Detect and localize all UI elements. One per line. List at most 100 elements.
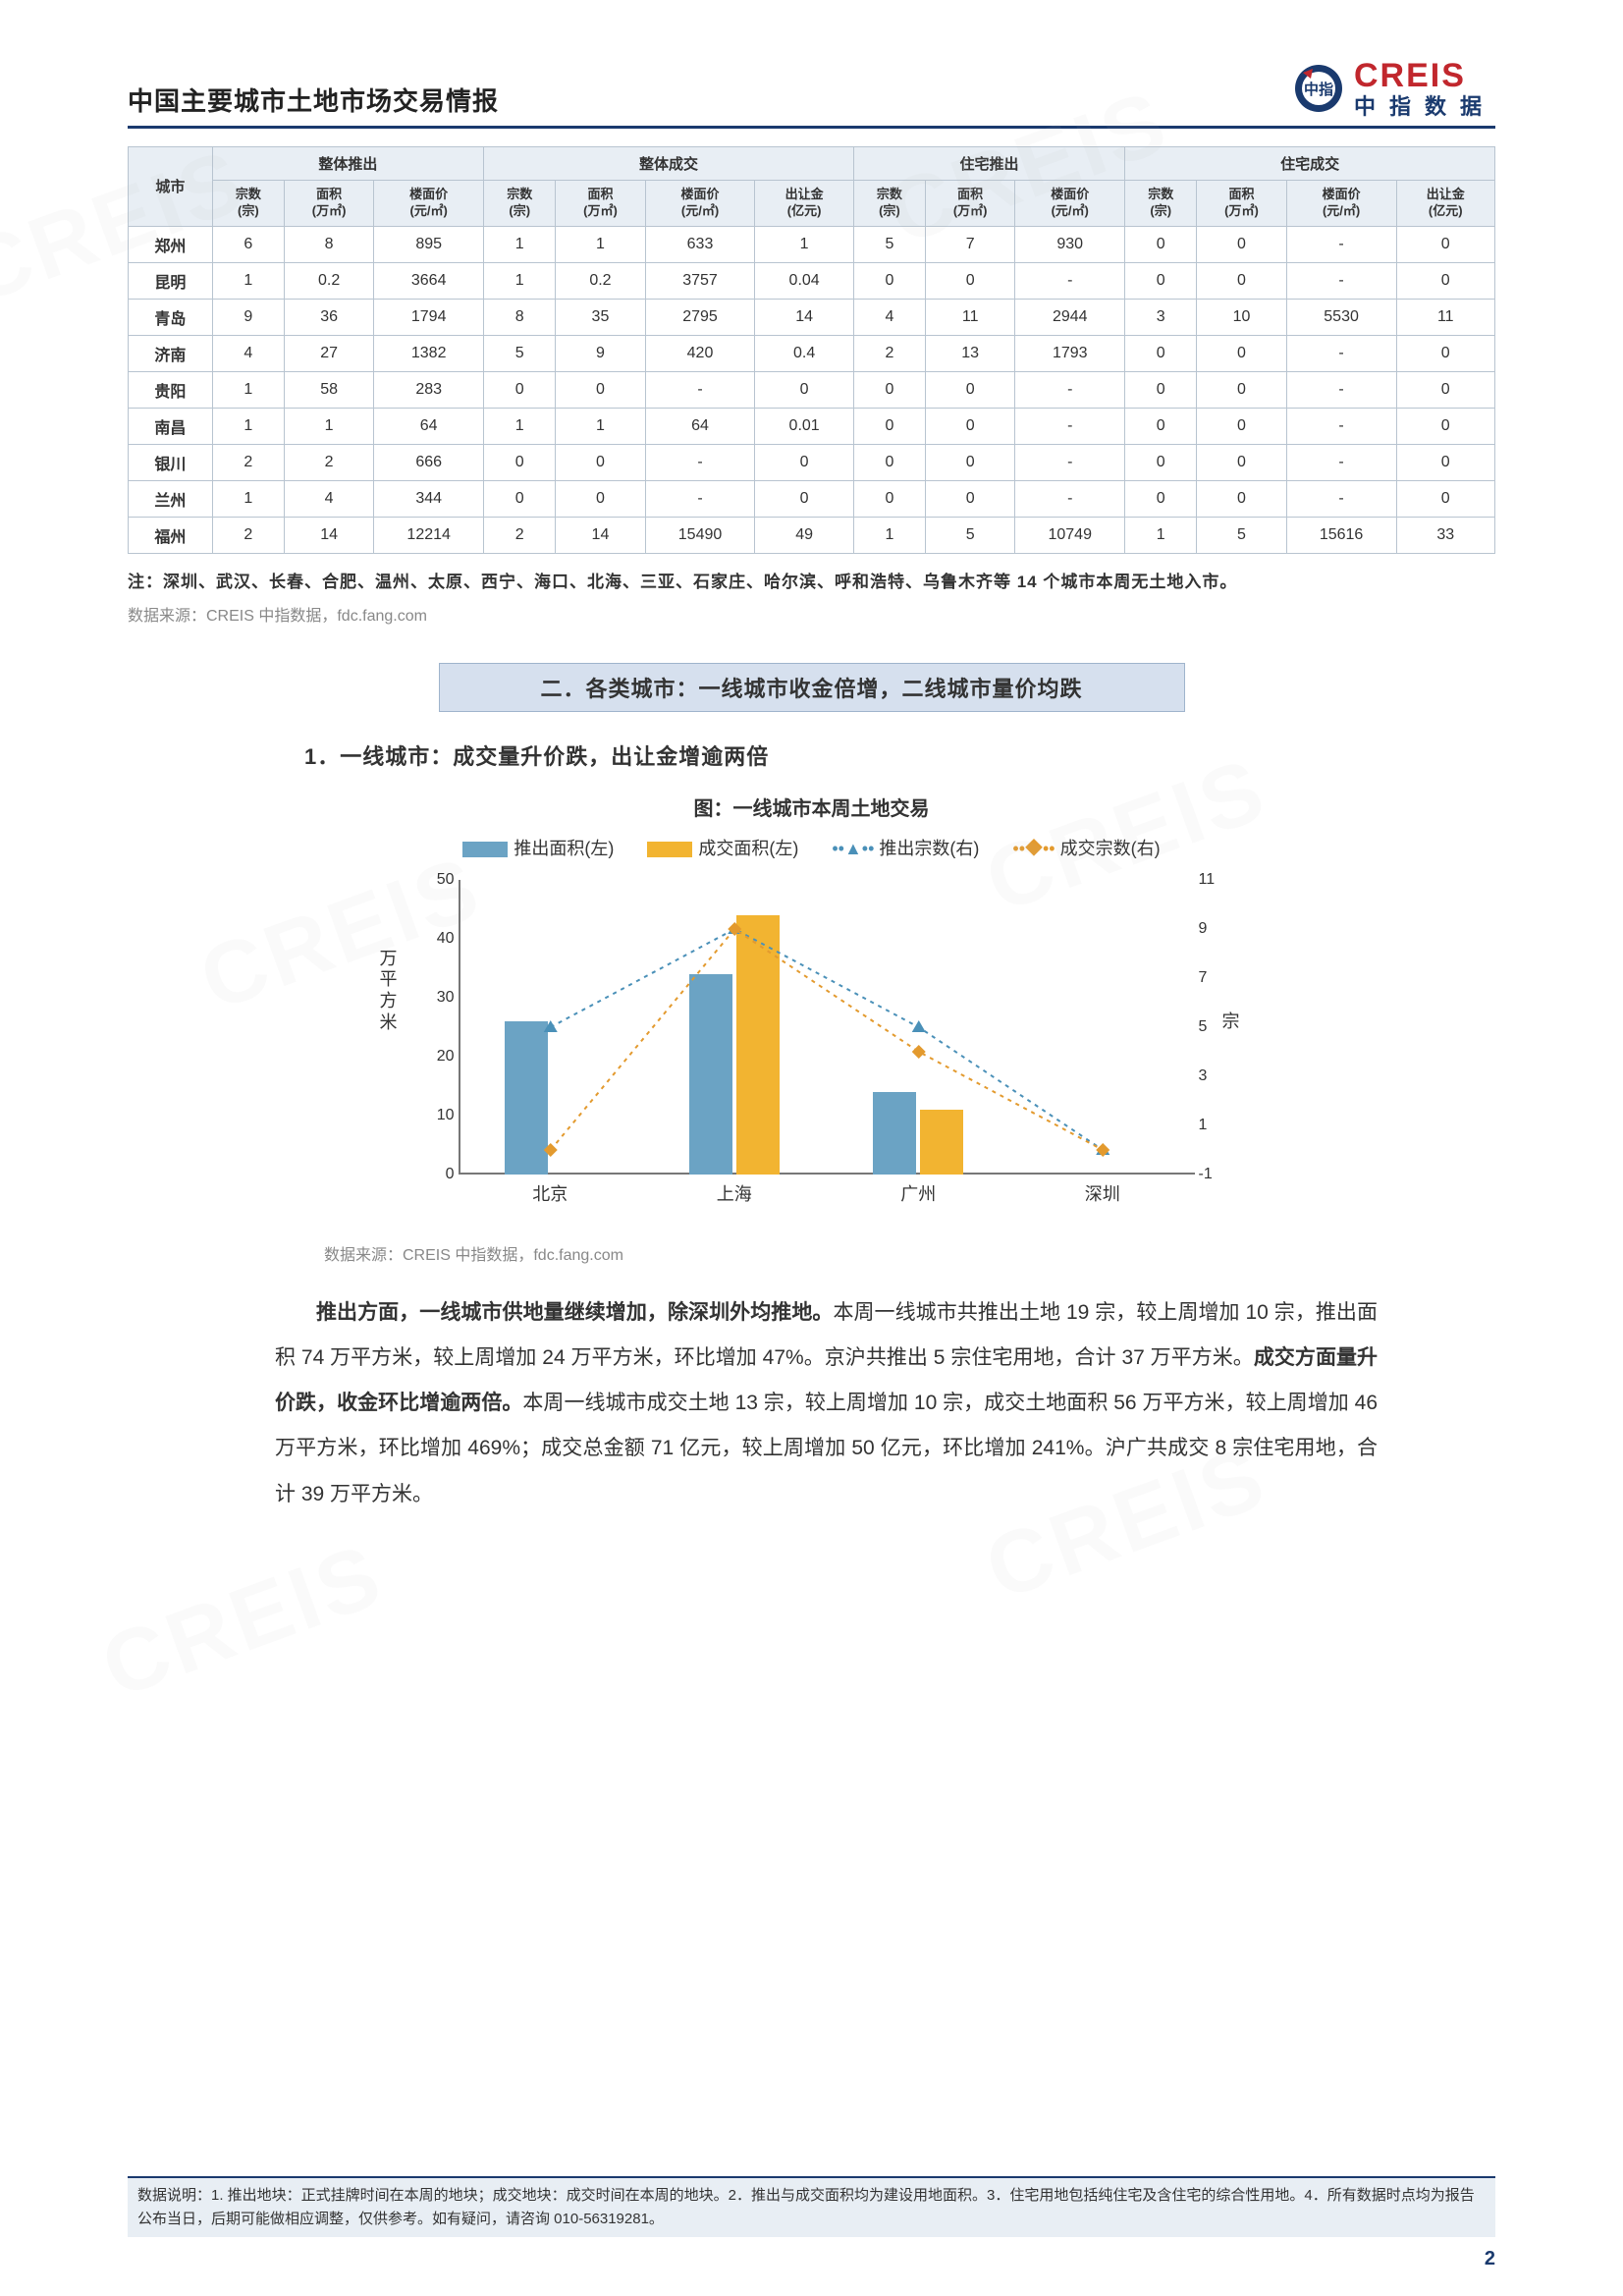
ytick-right: 3 — [1199, 1067, 1226, 1085]
ytick-left: 20 — [425, 1048, 455, 1066]
sub-header: 出让金(亿元) — [1396, 181, 1495, 227]
sub-header: 面积(万㎡) — [1197, 181, 1286, 227]
data-cell: 5 — [484, 335, 556, 371]
ytick-left: 30 — [425, 989, 455, 1007]
data-cell: 1382 — [374, 335, 484, 371]
data-cell: 5 — [926, 517, 1015, 553]
data-cell: 3 — [1125, 299, 1197, 335]
data-cell: 0 — [1396, 371, 1495, 408]
data-cell: 666 — [374, 444, 484, 480]
ytick-right: 1 — [1199, 1117, 1226, 1134]
data-cell: 58 — [284, 371, 373, 408]
data-cell: 0.01 — [755, 408, 853, 444]
data-cell: 0 — [556, 371, 645, 408]
data-cell: 0 — [853, 371, 925, 408]
data-cell: 895 — [374, 226, 484, 262]
page-number: 2 — [1485, 2248, 1495, 2270]
data-cell: 11 — [1396, 299, 1495, 335]
data-cell: 14 — [755, 299, 853, 335]
data-cell: 6 — [212, 226, 284, 262]
ytick-left: 50 — [425, 871, 455, 889]
sub-header: 宗数(宗) — [212, 181, 284, 227]
data-cell: 0 — [1125, 408, 1197, 444]
ytick-right: 7 — [1199, 969, 1226, 987]
data-cell: - — [645, 480, 755, 517]
chart-source: 数据来源：CREIS 中指数据，fdc.fang.com — [324, 1241, 1495, 1265]
data-cell: 0 — [853, 262, 925, 299]
table-row: 南昌116411640.0100-00-0 — [129, 408, 1495, 444]
data-cell: 8 — [484, 299, 556, 335]
city-cell: 银川 — [129, 444, 213, 480]
page-footer-note: 数据说明：1. 推出地块：正式挂牌时间在本周的地块；成交地块：成交时间在本周的地… — [128, 2176, 1495, 2237]
data-cell: 0 — [755, 480, 853, 517]
data-cell: 4 — [212, 335, 284, 371]
page-header: 中国主要城市土地市场交易情报 中指 CREIS 中指数据 — [128, 59, 1495, 129]
data-cell: 15490 — [645, 517, 755, 553]
data-cell: 2 — [484, 517, 556, 553]
data-cell: 0 — [1197, 262, 1286, 299]
group-header: 整体成交 — [484, 147, 854, 181]
sub-header: 楼面价(元/㎡) — [1286, 181, 1396, 227]
table-row: 福州2141221421415490491510749151561633 — [129, 517, 1495, 553]
data-cell: 0 — [1396, 480, 1495, 517]
data-cell: 1793 — [1015, 335, 1125, 371]
data-cell: 15616 — [1286, 517, 1396, 553]
data-cell: 9 — [556, 335, 645, 371]
data-cell: 283 — [374, 371, 484, 408]
data-cell: 0 — [926, 371, 1015, 408]
svg-text:中指: 中指 — [1304, 81, 1333, 98]
sub-header: 宗数(宗) — [484, 181, 556, 227]
data-cell: - — [1286, 480, 1396, 517]
data-cell: 2795 — [645, 299, 755, 335]
ytick-left: 40 — [425, 930, 455, 948]
data-cell: 0.2 — [284, 262, 373, 299]
table-row: 贵阳15828300-000-00-0 — [129, 371, 1495, 408]
data-cell: 2944 — [1015, 299, 1125, 335]
data-cell: 0 — [853, 444, 925, 480]
data-cell: 1 — [212, 371, 284, 408]
data-cell: 0 — [1396, 226, 1495, 262]
data-cell: 10749 — [1015, 517, 1125, 553]
table-row: 兰州1434400-000-00-0 — [129, 480, 1495, 517]
data-cell: 1 — [212, 408, 284, 444]
data-cell: 0 — [556, 480, 645, 517]
data-cell: 0 — [484, 371, 556, 408]
data-cell: 3664 — [374, 262, 484, 299]
ytick-right: 5 — [1199, 1018, 1226, 1036]
data-cell: 64 — [645, 408, 755, 444]
data-cell: 0 — [926, 408, 1015, 444]
chart-legend: 推出面积(左) 成交面积(左) ••▲•• 推出宗数(右) ••◆•• 成交宗数… — [360, 835, 1264, 860]
data-cell: 2 — [284, 444, 373, 480]
city-cell: 贵阳 — [129, 371, 213, 408]
data-cell: 14 — [284, 517, 373, 553]
document-title: 中国主要城市土地市场交易情报 — [128, 82, 499, 118]
table-source: 数据来源：CREIS 中指数据，fdc.fang.com — [128, 602, 1495, 626]
legend-item: 推出面积(左) — [462, 835, 614, 860]
logo: 中指 CREIS 中指数据 — [1293, 59, 1495, 118]
data-cell: 1 — [212, 262, 284, 299]
data-cell: 2 — [853, 335, 925, 371]
city-cell: 福州 — [129, 517, 213, 553]
table-row: 昆明10.2366410.237570.0400-00-0 — [129, 262, 1495, 299]
data-cell: 0 — [1197, 480, 1286, 517]
ytick-left: 10 — [425, 1107, 455, 1124]
data-cell: 1 — [556, 226, 645, 262]
data-cell: 4 — [853, 299, 925, 335]
data-cell: 0 — [1125, 226, 1197, 262]
data-cell: 5530 — [1286, 299, 1396, 335]
data-cell: - — [1286, 335, 1396, 371]
data-cell: 5 — [853, 226, 925, 262]
table-row: 银川2266600-000-00-0 — [129, 444, 1495, 480]
data-cell: 14 — [556, 517, 645, 553]
data-cell: 0 — [1396, 262, 1495, 299]
table-row: 济南4271382594200.4213179300-0 — [129, 335, 1495, 371]
data-cell: - — [1015, 371, 1125, 408]
data-cell: 27 — [284, 335, 373, 371]
data-cell: - — [645, 371, 755, 408]
sub-header: 面积(万㎡) — [556, 181, 645, 227]
logo-badge-icon: 中指 — [1293, 63, 1344, 114]
group-header: 整体推出 — [212, 147, 483, 181]
data-cell: 5 — [1197, 517, 1286, 553]
land-data-table: 城市 整体推出 整体成交 住宅推出 住宅成交 宗数(宗)面积(万㎡)楼面价(元/… — [128, 146, 1495, 554]
data-cell: 1 — [212, 480, 284, 517]
